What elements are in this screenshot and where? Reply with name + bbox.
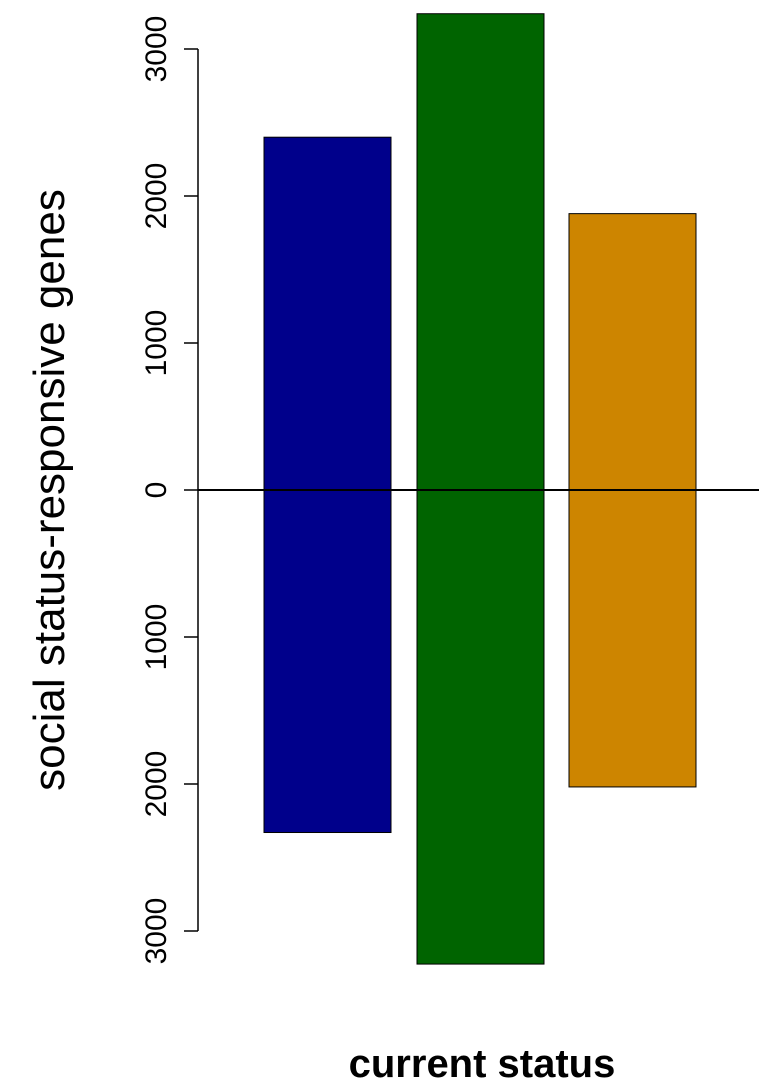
x-axis-label: current status [349, 1042, 616, 1086]
bar-3 [568, 213, 697, 788]
y-tick-label: 2000 [140, 751, 173, 818]
y-tick-label: 2000 [140, 163, 173, 230]
y-tick-label: 1000 [140, 604, 173, 671]
bar-1 [263, 136, 392, 834]
bars-group [263, 13, 697, 965]
y-tick-label: 0 [140, 482, 173, 499]
y-axis-label: social status-responsive genes [25, 189, 74, 791]
y-tick-label: 3000 [140, 16, 173, 83]
y-tick-label: 3000 [140, 898, 173, 965]
bar-2 [416, 13, 545, 965]
y-tick-label: 1000 [140, 310, 173, 377]
y-axis: 3000 2000 1000 0 1000 2000 3000 [140, 16, 199, 965]
